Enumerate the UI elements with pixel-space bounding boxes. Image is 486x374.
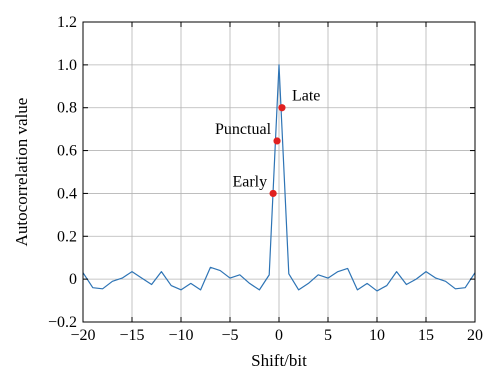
- x-tick-label: 5: [324, 327, 332, 344]
- x-axis-label: Shift/bit: [251, 351, 307, 370]
- y-tick-label: 0.2: [57, 228, 77, 245]
- annotation-marker: [269, 189, 277, 198]
- annotation-marker: [273, 137, 281, 145]
- x-tick-label: −20: [70, 327, 95, 344]
- y-tick-label: 1.2: [57, 14, 77, 31]
- x-tick-label: 20: [467, 327, 483, 344]
- axis-ticks: −20 −15 −10 −5 0 5 10 15 20 −0.2 0 0.2 0.4 0.6 0.8 1.0 1…: [48, 14, 483, 344]
- annotation-label-punctual: Punctual: [215, 121, 272, 138]
- y-tick-label: −0.2: [48, 314, 77, 331]
- y-axis-label: Autocorrelation value: [12, 98, 31, 247]
- y-tick-label: 0.4: [57, 185, 77, 202]
- y-tick-label: 0: [69, 271, 77, 288]
- y-tick-label: 0.8: [57, 100, 77, 117]
- x-tick-label: −15: [119, 327, 144, 344]
- annotation-label-late: Late: [292, 88, 320, 105]
- x-tick-label: 10: [369, 327, 385, 344]
- x-tick-label: 0: [275, 327, 283, 344]
- annotations: Late Punctual Early: [215, 88, 320, 198]
- x-tick-label: −5: [221, 327, 238, 344]
- x-tick-label: 15: [418, 327, 434, 344]
- grid-lines: [83, 22, 475, 322]
- x-tick-label: −10: [168, 327, 193, 344]
- annotation-label-early: Early: [232, 173, 267, 190]
- series-line: [82, 64, 476, 292]
- annotation-marker: [278, 104, 286, 112]
- series-layer: [82, 64, 476, 292]
- y-tick-label: 0.6: [57, 143, 77, 160]
- y-tick-label: 1.0: [57, 57, 77, 74]
